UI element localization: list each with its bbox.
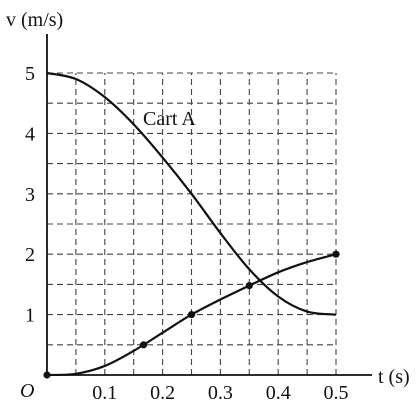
labels: v (m/s) t (s) O Cart A xyxy=(6,9,410,402)
series-label-cart-a: Cart A xyxy=(143,108,196,130)
x-tick-labels: 0.1 0.2 0.3 0.4 0.5 xyxy=(92,382,348,404)
y-tick-label: 3 xyxy=(25,184,35,206)
series-line-cart-a xyxy=(46,71,337,316)
data-point xyxy=(43,371,51,379)
y-tick-label: 4 xyxy=(25,123,35,145)
y-tick-label: 1 xyxy=(25,305,35,327)
markers xyxy=(43,250,340,379)
y-tick-label: 2 xyxy=(25,244,35,266)
data-point xyxy=(187,311,196,319)
x-tick-label: 0.4 xyxy=(266,382,291,404)
y-tick-labels: 1 2 3 4 5 xyxy=(25,63,35,327)
data-point xyxy=(245,282,253,290)
data-point xyxy=(139,341,148,349)
y-axis-title: v (m/s) xyxy=(6,9,63,31)
axes xyxy=(46,34,372,376)
y-tick-label: 5 xyxy=(25,63,35,85)
x-tick-label: 0.2 xyxy=(150,382,175,404)
x-axis-title: t (s) xyxy=(378,366,410,388)
x-tick-label: 0.1 xyxy=(92,382,117,404)
x-tick-label: 0.5 xyxy=(324,382,349,404)
origin-label: O xyxy=(20,380,34,402)
x-tick-label: 0.3 xyxy=(208,382,233,404)
data-point xyxy=(332,250,340,258)
